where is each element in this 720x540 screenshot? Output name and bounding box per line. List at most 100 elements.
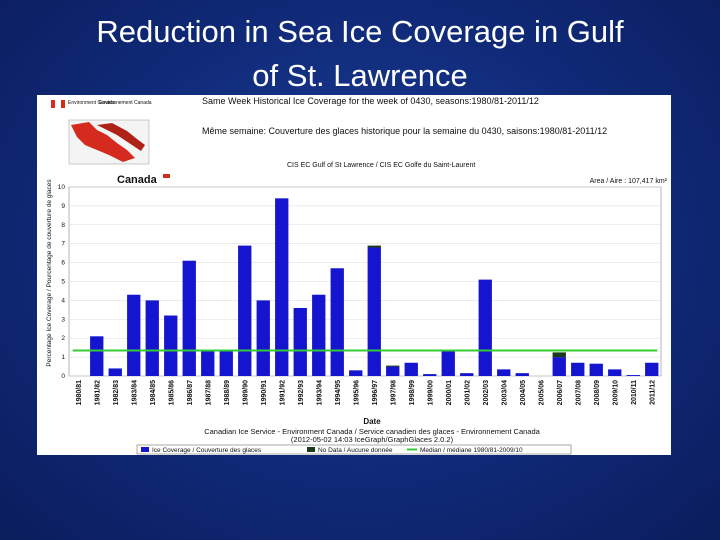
y-tick-label: 1 bbox=[61, 354, 65, 361]
chart-title-en: Same Week Historical Ice Coverage for th… bbox=[202, 96, 539, 106]
x-tick-label: 1986/87 bbox=[187, 380, 194, 405]
x-tick-label: 2010/11 bbox=[631, 380, 638, 405]
y-tick-label: 4 bbox=[61, 297, 65, 304]
y-tick-label: 5 bbox=[61, 279, 65, 286]
y-axis-ticks: 0 1 2 3 4 5 6 7 8 9 10 bbox=[58, 184, 66, 380]
bar-ice-coverage bbox=[256, 300, 270, 376]
bar-ice-coverage bbox=[182, 260, 196, 376]
x-tick-label: 1999/00 bbox=[427, 380, 434, 405]
y-axis-label: Percentage Ice Coverage / Pourcentage de… bbox=[46, 179, 53, 367]
x-tick-label: 2007/08 bbox=[575, 380, 582, 405]
ice-coverage-chart: Environment Canada Environnement Canada … bbox=[46, 96, 668, 455]
bar-ice-coverage bbox=[293, 307, 307, 376]
x-tick-label: 1994/95 bbox=[335, 380, 342, 405]
x-tick-label: 1989/90 bbox=[242, 380, 249, 405]
bar-ice-coverage bbox=[312, 294, 326, 376]
x-tick-label: 1995/96 bbox=[353, 380, 360, 405]
x-tick-label: 2009/10 bbox=[612, 380, 619, 405]
footer-timestamp: (2012-05-02 14:03 IceGraph/GraphGlaces 2… bbox=[291, 435, 454, 444]
canada-wordmark: Canada bbox=[117, 174, 158, 186]
bar-series bbox=[90, 198, 659, 376]
bar-no-data bbox=[386, 365, 400, 367]
bar-ice-coverage bbox=[404, 362, 418, 376]
x-tick-label: 1997/98 bbox=[390, 380, 397, 405]
slide-title-line-2: of St. Lawrence bbox=[252, 58, 468, 93]
x-tick-label: 1988/89 bbox=[224, 380, 231, 405]
chart-figure: Environment Canada Environnement Canada … bbox=[37, 95, 671, 455]
bar-ice-coverage bbox=[349, 370, 363, 376]
area-label: Area / Aire : 107,417 km² bbox=[590, 178, 668, 185]
y-tick-label: 3 bbox=[61, 316, 65, 323]
bar-ice-coverage bbox=[626, 375, 640, 376]
x-tick-label: 1991/92 bbox=[279, 380, 286, 405]
chart-title-fr: Même semaine: Couverture des glaces hist… bbox=[202, 126, 607, 136]
legend-swatch-nodata bbox=[307, 447, 315, 452]
bar-ice-coverage bbox=[201, 351, 215, 376]
bar-ice-coverage bbox=[571, 362, 585, 376]
x-tick-label: 1981/82 bbox=[94, 380, 101, 405]
x-tick-label: 2008/09 bbox=[594, 380, 601, 405]
bar-ice-coverage bbox=[275, 198, 289, 376]
bar-ice-coverage bbox=[460, 373, 474, 376]
bar-ice-coverage bbox=[589, 363, 603, 376]
bar-ice-coverage bbox=[386, 366, 400, 376]
x-tick-label: 2011/12 bbox=[649, 380, 656, 405]
bar-no-data bbox=[367, 245, 381, 248]
legend: Ice Coverage / Couverture des glaces No … bbox=[136, 444, 572, 455]
bar-ice-coverage bbox=[90, 336, 104, 376]
y-tick-label: 2 bbox=[61, 335, 65, 342]
x-tick-label: 2006/07 bbox=[557, 380, 564, 405]
x-axis-label: Date bbox=[363, 417, 381, 426]
x-tick-label: 2000/01 bbox=[446, 380, 453, 405]
legend-swatch-ice bbox=[141, 447, 149, 452]
footer-credit: Canadian Ice Service - Environment Canad… bbox=[204, 427, 540, 436]
slide-title: Reduction in Sea Ice Coverage in Gulf of… bbox=[0, 10, 720, 98]
x-tick-label: 1984/85 bbox=[150, 380, 157, 405]
legend-label-median: Median / médiane 1980/81-2009/10 bbox=[420, 447, 523, 454]
y-tick-label: 0 bbox=[61, 373, 65, 380]
x-tick-label: 1990/91 bbox=[261, 380, 268, 405]
gulf-region-shape-2 bbox=[97, 123, 145, 151]
gulf-region-shape bbox=[71, 122, 135, 162]
bar-ice-coverage bbox=[423, 374, 437, 376]
x-tick-label: 1987/88 bbox=[205, 380, 212, 405]
bar-ice-coverage bbox=[145, 300, 159, 376]
bar-ice-coverage bbox=[238, 245, 252, 376]
region-map-thumbnail bbox=[68, 119, 150, 165]
region-name: CIS EC Gulf of St Lawrence / CIS EC Golf… bbox=[287, 162, 475, 169]
x-tick-label: 2002/03 bbox=[483, 380, 490, 405]
y-tick-label: 8 bbox=[61, 222, 65, 229]
bar-ice-coverage bbox=[608, 369, 622, 376]
bar-ice-coverage bbox=[164, 315, 178, 376]
bar-ice-coverage bbox=[330, 268, 344, 376]
x-tick-label: 2004/05 bbox=[520, 380, 527, 405]
legend-label-ice: Ice Coverage / Couverture des glaces bbox=[152, 447, 262, 454]
x-tick-label: 1980/81 bbox=[76, 380, 83, 405]
x-tick-label: 1982/83 bbox=[113, 380, 120, 405]
legend-label-nodata: No Data / Aucune donnée bbox=[318, 447, 393, 454]
bar-ice-coverage bbox=[367, 247, 381, 376]
x-tick-label: 1993/94 bbox=[316, 380, 323, 405]
slide-title-line-1: Reduction in Sea Ice Coverage in Gulf bbox=[96, 14, 624, 49]
y-tick-label: 7 bbox=[61, 241, 65, 248]
legend-box bbox=[136, 444, 572, 455]
bar-ice-coverage bbox=[497, 369, 511, 376]
y-tick-label: 6 bbox=[61, 260, 65, 267]
x-tick-label: 1996/97 bbox=[372, 380, 379, 405]
bar-no-data bbox=[552, 352, 566, 358]
x-tick-label: 2001/02 bbox=[464, 380, 471, 405]
x-axis-ticks: 1980/81 1981/82 1982/83 1983/84 1984/85 1985/… bbox=[76, 380, 657, 405]
x-tick-label: 1983/84 bbox=[131, 380, 138, 405]
canada-flag-center bbox=[55, 100, 61, 108]
y-tick-label: 9 bbox=[61, 203, 65, 210]
bar-ice-coverage bbox=[645, 362, 659, 376]
x-tick-label: 2003/04 bbox=[501, 380, 508, 405]
bar-ice-coverage bbox=[478, 279, 492, 376]
x-tick-label: 1998/99 bbox=[409, 380, 416, 405]
wordmark-flag-icon bbox=[163, 174, 170, 178]
x-tick-label: 1985/86 bbox=[168, 380, 175, 405]
agency-french: Environnement Canada bbox=[99, 100, 152, 106]
bar-ice-coverage bbox=[441, 351, 455, 376]
agency-header: Environment Canada Environnement Canada … bbox=[51, 96, 539, 108]
bar-ice-coverage bbox=[108, 368, 122, 376]
